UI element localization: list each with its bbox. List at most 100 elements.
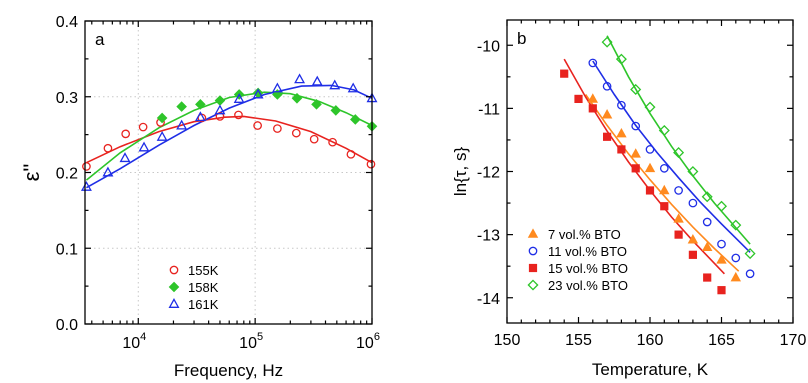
x-tick-base: 10 (356, 335, 374, 352)
data-point (617, 145, 626, 154)
data-point (121, 129, 131, 139)
y-tick-label: -12 (477, 165, 500, 182)
y-axis-label: ln{τ, s} (451, 147, 470, 197)
data-point (252, 88, 264, 99)
y-tick-label: 0.2 (56, 166, 78, 183)
data-point (311, 75, 323, 86)
data-point (717, 239, 726, 249)
y-tick-label: -10 (477, 38, 500, 55)
fit-curve-161k (86, 84, 373, 189)
data-point (644, 162, 656, 173)
data-point (715, 200, 728, 212)
data-point (601, 109, 613, 119)
data-point (138, 122, 148, 132)
panel-label: b (517, 29, 526, 48)
data-point (731, 253, 741, 263)
data-point (156, 112, 168, 124)
data-point (233, 93, 245, 103)
x-tick-exponent: 6 (374, 331, 380, 343)
data-point (329, 79, 341, 90)
data-point (176, 119, 188, 130)
x-tick-exponent: 5 (257, 331, 263, 343)
legend-marker (168, 298, 180, 308)
legend-item: 158K (168, 280, 219, 295)
data-point (350, 114, 361, 125)
data-point (645, 145, 655, 154)
data-point (702, 217, 712, 227)
legend-label: 155K (188, 263, 219, 278)
data-point (617, 100, 626, 110)
x-tick-label: 165 (708, 332, 735, 349)
data-point (644, 101, 656, 113)
x-tick-label: 160 (637, 332, 664, 349)
y-tick-label: 0.4 (56, 14, 78, 31)
legend: 7 vol.% BTO 11 vol.% BTO 15 vol.% BTO 23 vo… (527, 227, 628, 293)
data-point (214, 104, 226, 115)
data-point (291, 92, 303, 104)
y-tick-label: 0.0 (56, 317, 78, 334)
data-point (658, 124, 670, 136)
data-point (701, 191, 713, 203)
x-tick-base: 10 (122, 335, 140, 352)
data-point (156, 130, 168, 141)
panel-b-plot: 150 155 160 165 170 -10 -11 -12 -13 -14 Temperatur… (451, 19, 807, 379)
legend-marker (169, 265, 179, 275)
x-axis-label: Temperature, K (592, 360, 709, 379)
data-point (80, 180, 92, 191)
legend-item: 23 vol.% BTO (527, 278, 628, 293)
data-point (744, 248, 756, 260)
y-tick-label: -11 (478, 101, 500, 118)
data-point (616, 127, 627, 138)
data-point (214, 95, 226, 106)
data-point (311, 99, 322, 110)
data-point (195, 99, 206, 110)
legend-label: 11 vol.% BTO (548, 244, 627, 259)
legend-item: 11 vol.% BTO (528, 244, 627, 259)
legend-marker (527, 228, 539, 238)
data-point (674, 186, 683, 195)
y-tick-label: -14 (477, 291, 500, 308)
data-point (273, 124, 282, 133)
data-point (328, 137, 337, 147)
fit-curve-155k (86, 115, 373, 164)
x-tick-label: 106 (356, 331, 380, 352)
y-tick-label: -13 (477, 228, 500, 245)
data-point (730, 219, 742, 231)
panel-label: a (95, 30, 105, 49)
data-point (687, 165, 699, 178)
legend-label: 161K (188, 297, 219, 312)
data-point (253, 121, 262, 130)
data-point (660, 202, 669, 211)
data-point (347, 82, 359, 93)
data-point (309, 134, 319, 144)
data-point (688, 250, 697, 259)
data-point (588, 58, 598, 68)
data-point (701, 241, 713, 252)
data-point (330, 105, 342, 116)
data-point (631, 121, 641, 131)
y-tick-label: 0.1 (56, 241, 78, 258)
x-tick-label: 170 (780, 332, 807, 349)
data-point (102, 166, 114, 177)
legend-label: 15 vol.% BTO (548, 261, 628, 276)
legend-marker (527, 279, 539, 291)
data-point (294, 73, 306, 84)
data-point (745, 269, 755, 279)
data-point (119, 152, 131, 163)
data-point (673, 147, 685, 159)
data-point (272, 89, 283, 100)
x-tick-base: 10 (239, 335, 257, 352)
legend: 155K 158K 161K (168, 263, 219, 312)
data-point (630, 148, 641, 158)
data-point (601, 36, 613, 48)
legend-item: 161K (168, 297, 219, 312)
data-point (588, 104, 597, 113)
data-point (615, 53, 627, 65)
legend-marker (168, 281, 180, 293)
data-point (687, 234, 699, 244)
y-axis-label: ε" (19, 164, 44, 182)
data-point (82, 162, 91, 171)
data-point (673, 213, 684, 223)
data-point (176, 101, 187, 112)
